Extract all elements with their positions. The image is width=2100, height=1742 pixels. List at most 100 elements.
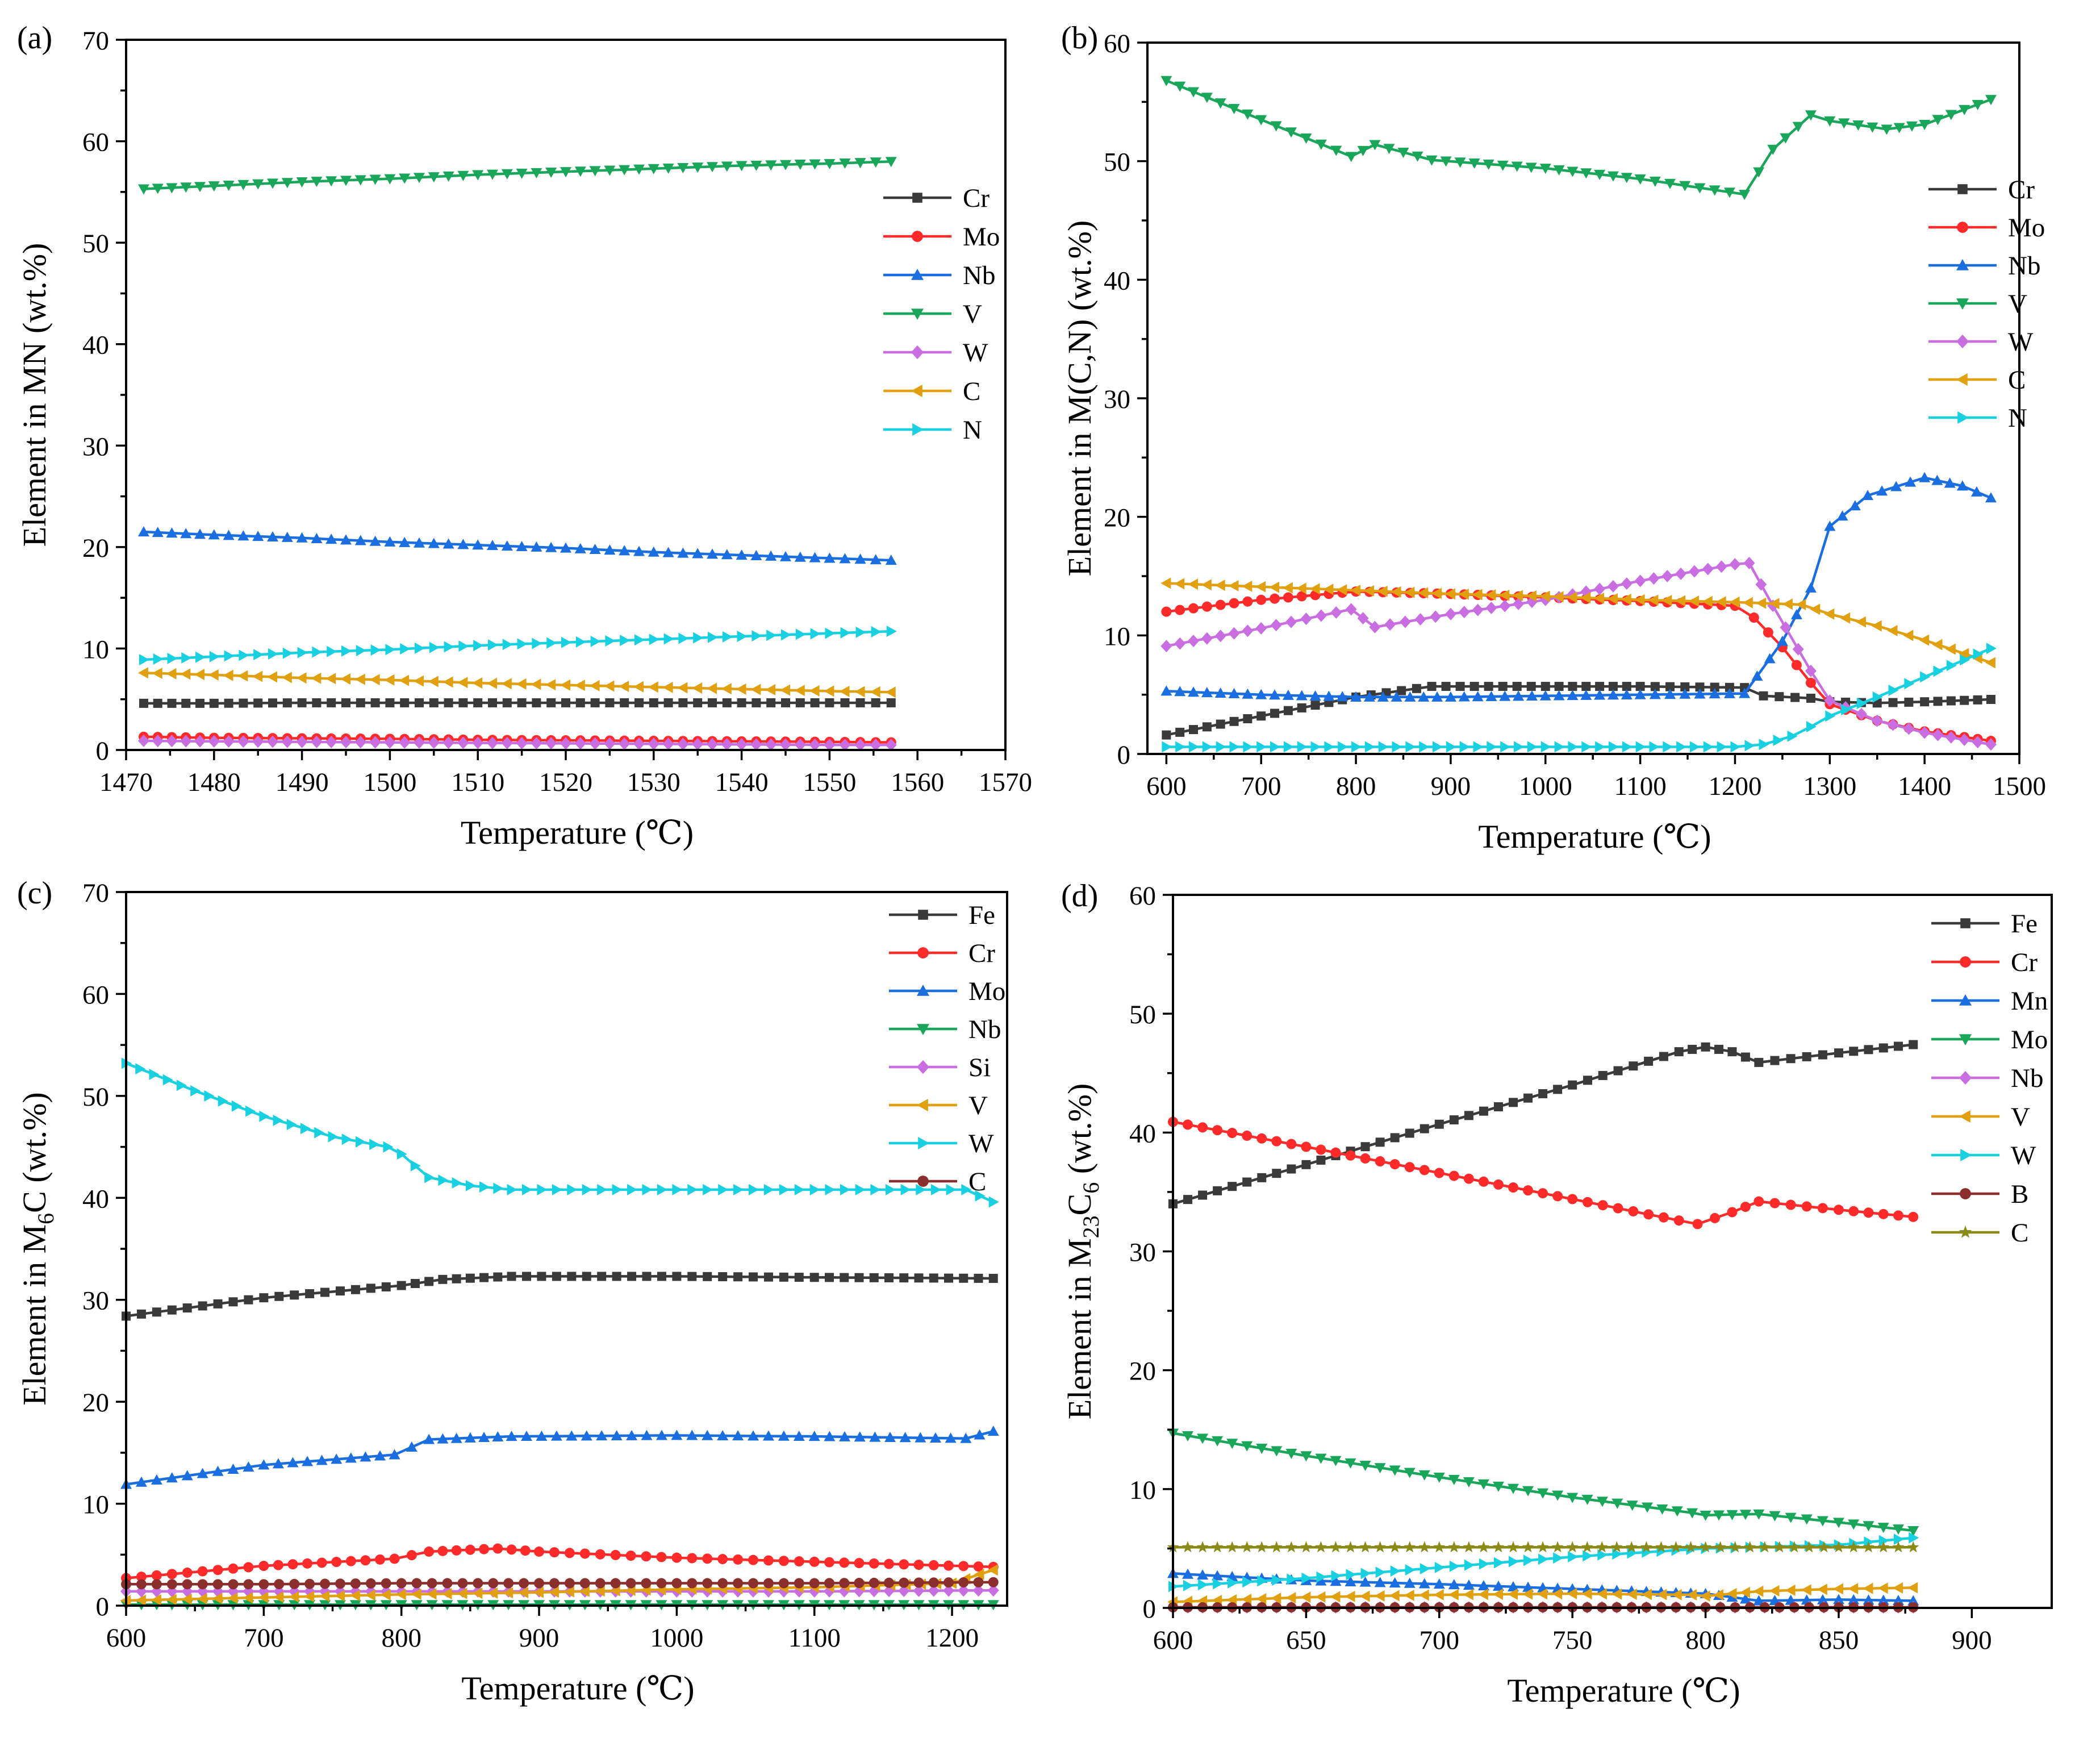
data-point (762, 1430, 774, 1441)
data-point (763, 1183, 774, 1195)
legend-label: Cr (2011, 948, 2038, 977)
data-point (502, 639, 513, 651)
legend-label: Mo (963, 222, 1000, 252)
data-point (384, 536, 396, 547)
data-point (272, 1458, 284, 1469)
x-tick-label: 1200 (1708, 772, 1761, 801)
data-point (765, 550, 777, 561)
data-point (1229, 598, 1239, 609)
data-point (678, 698, 688, 707)
data-point (763, 1578, 774, 1589)
data-point (320, 1287, 330, 1297)
data-point (1477, 1589, 1488, 1601)
x-tick-label: 750 (1552, 1626, 1593, 1655)
data-point (356, 698, 365, 707)
data-point (1242, 1130, 1253, 1141)
data-point (1905, 476, 1917, 487)
data-point (765, 684, 776, 696)
data-point (1419, 1165, 1430, 1176)
data-point (399, 674, 410, 686)
data-point (182, 1567, 193, 1578)
data-point (1740, 1052, 1750, 1062)
data-point (1715, 560, 1727, 573)
data-point (545, 737, 557, 750)
data-point (1272, 1169, 1281, 1178)
data-point (252, 670, 263, 682)
x-tick-label: 1000 (1519, 772, 1572, 801)
data-point (331, 1453, 343, 1464)
data-point (1241, 1441, 1253, 1452)
legend-label: W (968, 1129, 994, 1158)
data-point (808, 1431, 820, 1441)
data-point (1694, 688, 1706, 699)
data-point (1877, 1541, 1890, 1553)
data-point (1374, 1577, 1386, 1587)
data-point (194, 669, 205, 681)
data-point (1769, 1595, 1781, 1606)
data-point (589, 544, 601, 555)
data-point (228, 1297, 238, 1307)
legend-label: W (963, 338, 988, 368)
data-point (1189, 725, 1199, 735)
data-point (149, 1068, 160, 1080)
data-point (1527, 741, 1538, 753)
data-point (1986, 643, 1997, 655)
data-point (1655, 1541, 1667, 1553)
data-point (1414, 612, 1426, 626)
data-point (1526, 590, 1537, 602)
data-point (1315, 609, 1327, 622)
data-point (579, 1585, 590, 1597)
data-point (135, 1063, 146, 1075)
data-point (1255, 581, 1266, 593)
y-tick-label: 10 (1104, 622, 1130, 651)
series-line (1166, 685, 1991, 736)
y-tick-label: 0 (96, 736, 110, 766)
x-tick-label: 1540 (715, 768, 769, 797)
data-point (855, 698, 865, 707)
legend-marker (911, 345, 924, 360)
data-point (243, 1592, 253, 1604)
data-point (1568, 1080, 1577, 1090)
data-point (195, 698, 205, 708)
legend-marker (911, 385, 922, 397)
data-point (1182, 1431, 1194, 1441)
data-point (1242, 580, 1253, 592)
data-point (657, 1183, 667, 1195)
data-point (304, 1578, 315, 1589)
data-point (1769, 598, 1780, 610)
data-point (988, 1577, 999, 1587)
data-point (943, 1560, 954, 1571)
data-point (503, 1578, 514, 1589)
data-point (1552, 1588, 1563, 1600)
x-tick-label: 650 (1286, 1626, 1326, 1655)
data-point (692, 162, 704, 173)
data-point (1537, 1541, 1549, 1553)
data-point (1567, 1587, 1577, 1599)
x-tick-label: 1530 (627, 768, 680, 797)
data-point (1759, 739, 1769, 751)
series-line (143, 530, 891, 562)
data-point (1607, 171, 1619, 182)
legend-marker (1959, 1225, 1972, 1238)
data-point (1197, 1433, 1209, 1444)
data-point (1907, 1526, 1919, 1537)
data-point (1316, 1571, 1327, 1583)
series-line (143, 735, 891, 744)
data-point (1255, 1541, 1268, 1553)
data-point (1499, 589, 1510, 601)
data-point (1228, 1577, 1238, 1589)
data-point (733, 1272, 743, 1282)
data-point (1695, 682, 1705, 692)
data-point (1174, 686, 1186, 697)
data-point (414, 675, 424, 687)
data-point (1596, 1588, 1607, 1600)
data-point (384, 674, 395, 686)
data-point (794, 1183, 805, 1195)
data-point (1635, 682, 1645, 691)
data-point (1877, 1523, 1889, 1533)
data-point (958, 1577, 969, 1588)
data-point (204, 1090, 215, 1102)
data-point (1700, 1510, 1711, 1521)
data-point (1824, 116, 1836, 127)
